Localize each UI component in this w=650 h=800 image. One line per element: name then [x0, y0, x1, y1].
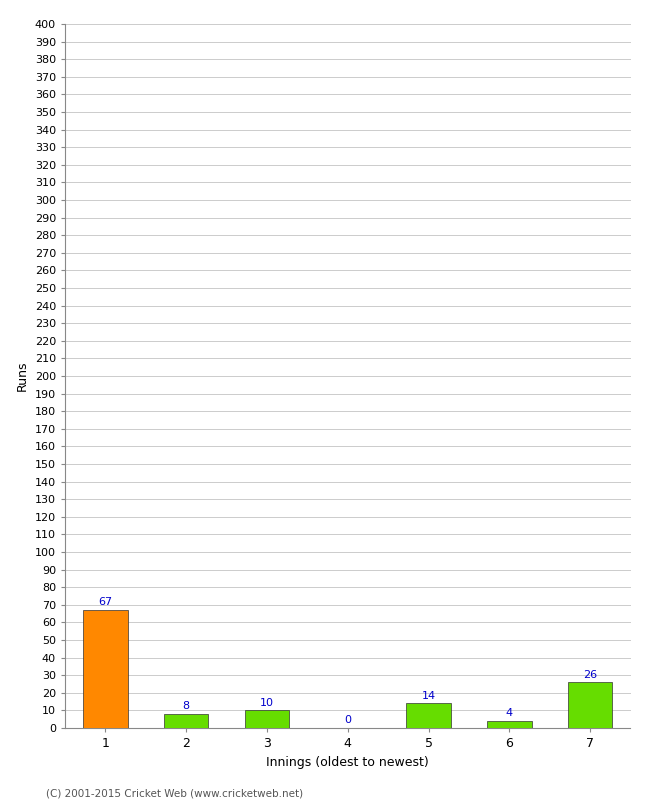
Bar	[245, 710, 289, 728]
Text: 4: 4	[506, 708, 513, 718]
Y-axis label: Runs: Runs	[16, 361, 29, 391]
Text: (C) 2001-2015 Cricket Web (www.cricketweb.net): (C) 2001-2015 Cricket Web (www.cricketwe…	[46, 788, 303, 798]
Bar	[568, 682, 612, 728]
Bar	[83, 610, 127, 728]
Text: 67: 67	[98, 598, 112, 607]
Text: 14: 14	[421, 690, 436, 701]
Bar	[164, 714, 209, 728]
Text: 10: 10	[260, 698, 274, 708]
Text: 8: 8	[183, 702, 190, 711]
X-axis label: Innings (oldest to newest): Innings (oldest to newest)	[266, 755, 429, 769]
Text: 26: 26	[583, 670, 597, 680]
Bar	[487, 721, 532, 728]
Bar	[406, 703, 450, 728]
Text: 0: 0	[344, 715, 351, 726]
